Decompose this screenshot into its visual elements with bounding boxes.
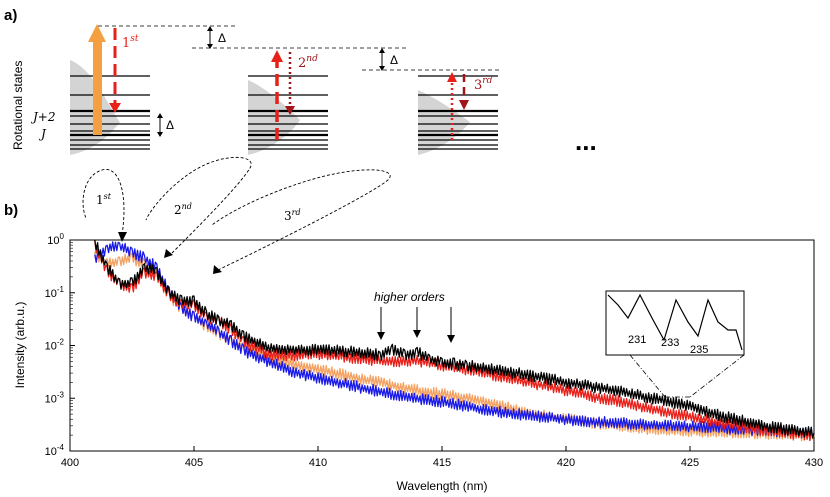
level-diagram-2nd: 2nd	[192, 47, 406, 155]
x-tick-label-430: 430	[805, 457, 823, 469]
x-tick-label-405: 405	[185, 457, 203, 469]
x-ticks: 400 405 410 415 420 425 430	[61, 446, 823, 469]
callout-loop-1st	[82, 169, 125, 236]
x-tick-label-410: 410	[309, 457, 327, 469]
series-line-3	[94, 241, 815, 439]
inset-trace	[607, 293, 743, 351]
rotational-states-label: Rotational states	[11, 61, 25, 150]
population-distribution-3	[418, 90, 470, 155]
callout-loop-3rd	[211, 169, 391, 271]
order-label-2nd: 2nd	[298, 54, 318, 71]
delta-label-2: Δ	[390, 53, 398, 67]
level-diagram-1st: J+2 J Δ 1st	[30, 24, 235, 155]
y-tick-label-2: 10-2	[45, 338, 65, 353]
x-axis-label: Wavelength (nm)	[397, 479, 488, 493]
x-tick-label-400: 400	[61, 457, 79, 469]
order-label-1st: 1st	[122, 34, 139, 51]
panel-a-label: a)	[4, 7, 17, 24]
x-tick-label-420: 420	[557, 457, 575, 469]
y-ticks: 100 10-1 10-2 10-3 10-4	[45, 232, 75, 458]
callout-label-1st: 1st	[96, 192, 112, 207]
order-label-3rd: 3rd	[474, 76, 493, 93]
population-distribution-2	[248, 80, 300, 155]
x-tick-label-415: 415	[433, 457, 451, 469]
panel-b-label: b)	[4, 202, 18, 219]
y-tick-label-3: 10-3	[45, 390, 65, 405]
ellipsis: ...	[575, 126, 597, 156]
order-callout-loops	[82, 156, 391, 271]
series-line-0	[94, 239, 815, 439]
inset-zoom: 231 233 235	[605, 290, 745, 398]
x-tick-label-425: 425	[681, 457, 699, 469]
higher-orders-label: higher orders	[374, 290, 445, 304]
delta-label-levels: Δ	[166, 118, 174, 132]
callout-label-3rd: 3rd	[284, 208, 301, 223]
callout-loop-2nd	[145, 156, 252, 254]
level-diagram-3rd: 3rd	[362, 69, 500, 155]
inset-label-231: 231	[628, 334, 646, 346]
y-tick-label-1: 10-1	[45, 285, 65, 300]
level-j2-label: J+2	[30, 110, 56, 124]
y-tick-label-4: 10-4	[45, 443, 65, 458]
y-tick-label-0: 100	[47, 232, 64, 247]
higher-orders-arrows	[380, 307, 452, 338]
y-axis-label: Intensity (arb.u.)	[13, 302, 27, 389]
inset-label-233: 233	[661, 337, 679, 349]
level-j-label: J	[38, 127, 47, 141]
inset-label-235: 235	[690, 344, 708, 356]
spectrum-series	[94, 239, 815, 442]
pump-arrow-head	[88, 24, 106, 42]
pump-arrow-shaft	[93, 40, 102, 135]
delta-label-1: Δ	[218, 31, 226, 45]
callout-label-2nd: 2nd	[174, 202, 192, 217]
